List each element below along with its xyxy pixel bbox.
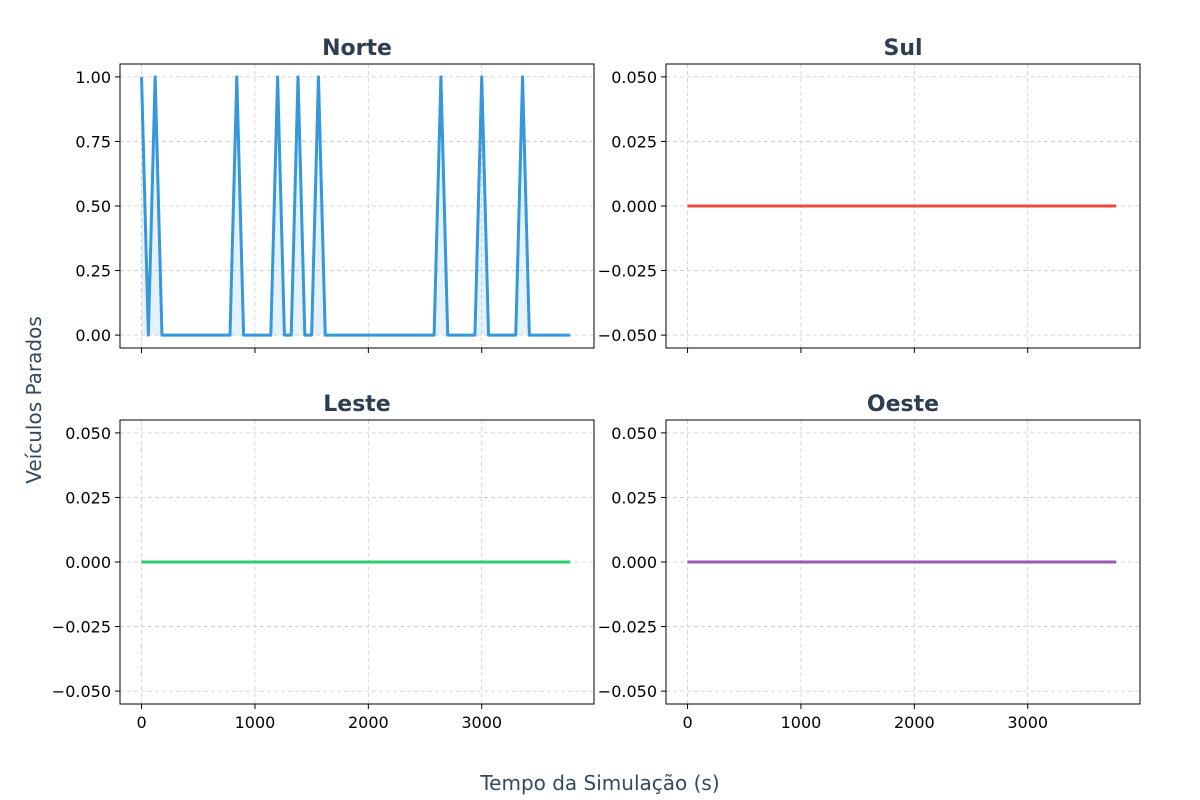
y-tick-label: 0.025 <box>611 488 657 507</box>
y-tick-label: 1.00 <box>75 68 111 87</box>
series-line-norte <box>140 75 571 337</box>
plot-frame <box>665 419 1141 705</box>
subplot-leste: 0 1000 2000 3000 −0.050 −0.025 0.000 0.025 0.050… <box>52 392 595 732</box>
y-tick-label: 0.025 <box>65 488 111 507</box>
subplot-title: Sul <box>883 36 922 61</box>
plot-frame <box>665 63 1141 349</box>
y-tick-label: 0.025 <box>611 132 657 151</box>
y-tick-label: −0.025 <box>598 262 657 281</box>
subplot-oeste: 0 1000 2000 3000 −0.050 −0.025 0.000 0.025 0.050… <box>598 392 1141 732</box>
y-tick-label: 0.50 <box>75 197 111 216</box>
y-tick-label: −0.050 <box>52 682 111 701</box>
y-tick-label: 0.000 <box>65 553 111 572</box>
x-tick-label: 0 <box>136 713 146 732</box>
plot-frame <box>119 419 595 705</box>
x-tick-label: 1000 <box>235 713 276 732</box>
y-tick-label: −0.050 <box>598 326 657 345</box>
y-tick-label: −0.050 <box>598 682 657 701</box>
y-tick-label: 0.25 <box>75 262 111 281</box>
y-tick-label: 0.75 <box>75 132 111 151</box>
y-tick-label: 0.000 <box>611 197 657 216</box>
x-tick-label: 3000 <box>461 713 502 732</box>
x-tick-label: 2000 <box>348 713 389 732</box>
subplot-title: Leste <box>323 392 390 417</box>
y-tick-label: −0.025 <box>52 618 111 637</box>
y-tick-label: 0.050 <box>65 424 111 443</box>
x-tick-label: 1000 <box>781 713 822 732</box>
x-tick-label: 0 <box>682 713 692 732</box>
subplot-sul: −0.050 −0.025 0.000 0.025 0.050 Sul <box>598 36 1141 353</box>
subplot-grid: 0.000.250.500.751.00Norte−0.050−0.0250.0… <box>52 36 1141 732</box>
y-tick-label: −0.025 <box>598 618 657 637</box>
y-tick-label: 0.00 <box>75 326 111 345</box>
subplot-title: Oeste <box>867 392 939 417</box>
y-axis-label: Veículos Parados <box>22 316 46 483</box>
x-axis-label: Tempo da Simulação (s) <box>479 771 719 795</box>
x-tick-label: 2000 <box>894 713 935 732</box>
plot-frame <box>119 63 595 349</box>
subplot-title: Norte <box>322 36 392 61</box>
y-tick-label: 0.050 <box>611 68 657 87</box>
subplot-norte: 0.00 0.25 0.50 0.75 1.00 Norte <box>75 36 595 353</box>
y-tick-label: 0.050 <box>611 424 657 443</box>
x-tick-label: 3000 <box>1007 713 1048 732</box>
y-tick-label: 0.000 <box>611 553 657 572</box>
